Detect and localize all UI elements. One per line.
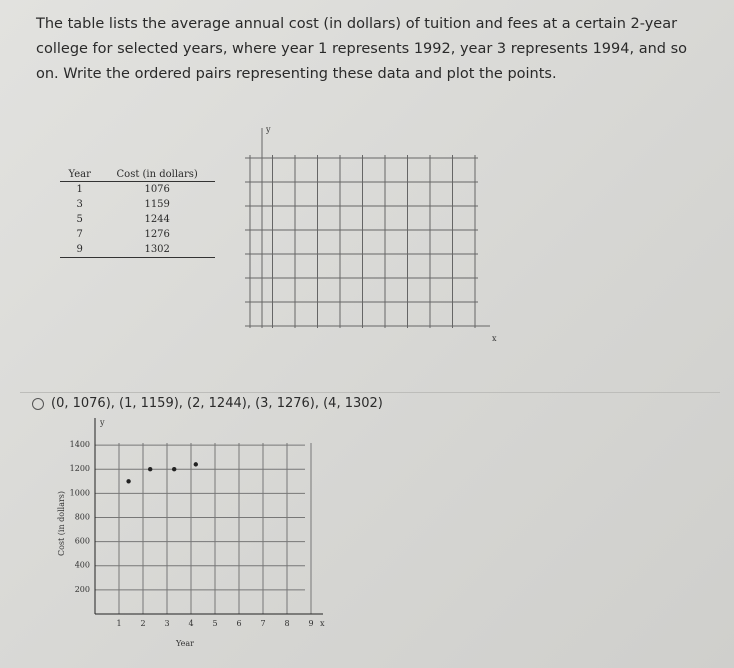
axis-letter: x [492, 334, 497, 343]
table-row: 9 1302 [60, 242, 215, 258]
x-tick-label: 9 [308, 619, 313, 628]
y-tick-label: 600 [75, 537, 90, 546]
table-row: 1 1076 [60, 182, 215, 198]
y-axis-label: Cost (in dollars) [57, 491, 66, 556]
table-cell: 1 [76, 184, 83, 195]
data-point [193, 462, 198, 467]
y-tick-label: 1000 [70, 488, 90, 497]
table-cell: 1076 [144, 184, 170, 195]
data-table: Year Cost (in dollars) 1 1076 3 1159 5 1244 7 1… [60, 168, 215, 258]
table-cell: 1159 [144, 199, 170, 210]
option-text: (0, 1076), (1, 1159), (2, 1244), (3, 127… [51, 396, 383, 411]
divider [20, 392, 720, 393]
y-tick-label: 800 [75, 512, 90, 521]
table-header: Cost (in dollars) [99, 168, 215, 182]
data-point [126, 479, 131, 484]
radio-button[interactable] [32, 397, 44, 410]
x-tick-label: 8 [284, 619, 289, 628]
axis-letter: y [99, 418, 105, 427]
table-cell: 1244 [144, 214, 170, 225]
table-cell: 1276 [144, 229, 170, 240]
y-tick-label: 1200 [70, 464, 90, 473]
y-tick-label: 400 [75, 561, 90, 570]
table-cell: 5 [76, 214, 83, 225]
table-row: 3 1159 [60, 197, 215, 212]
x-tick-label: 6 [236, 619, 241, 628]
x-axis-label: Year [175, 639, 194, 648]
answer-option[interactable]: (0, 1076), (1, 1159), (2, 1244), (3, 127… [32, 396, 383, 411]
y-tick-label: 1400 [70, 440, 90, 449]
table-cell: 7 [76, 229, 83, 240]
blank-grid [245, 128, 490, 328]
x-tick-label: 5 [212, 619, 217, 628]
data-point [148, 467, 153, 472]
table-cell: 9 [60, 242, 100, 258]
x-tick-label: 7 [260, 619, 265, 628]
table-cell: 3 [76, 199, 83, 210]
axis-letter: x [320, 619, 325, 628]
table-header: Year [60, 168, 100, 182]
y-tick-label: 200 [75, 585, 90, 594]
x-tick-label: 3 [164, 619, 169, 628]
question-text: The table lists the average annual cost … [36, 16, 688, 82]
table-cell: 1302 [99, 242, 215, 258]
axis-letter: y [265, 125, 271, 134]
table-row: 7 1276 [60, 227, 215, 242]
x-tick-label: 4 [188, 619, 193, 628]
data-point [172, 467, 177, 472]
x-tick-label: 2 [140, 619, 145, 628]
x-tick-label: 1 [116, 619, 121, 628]
table-row: 5 1244 [60, 212, 215, 227]
